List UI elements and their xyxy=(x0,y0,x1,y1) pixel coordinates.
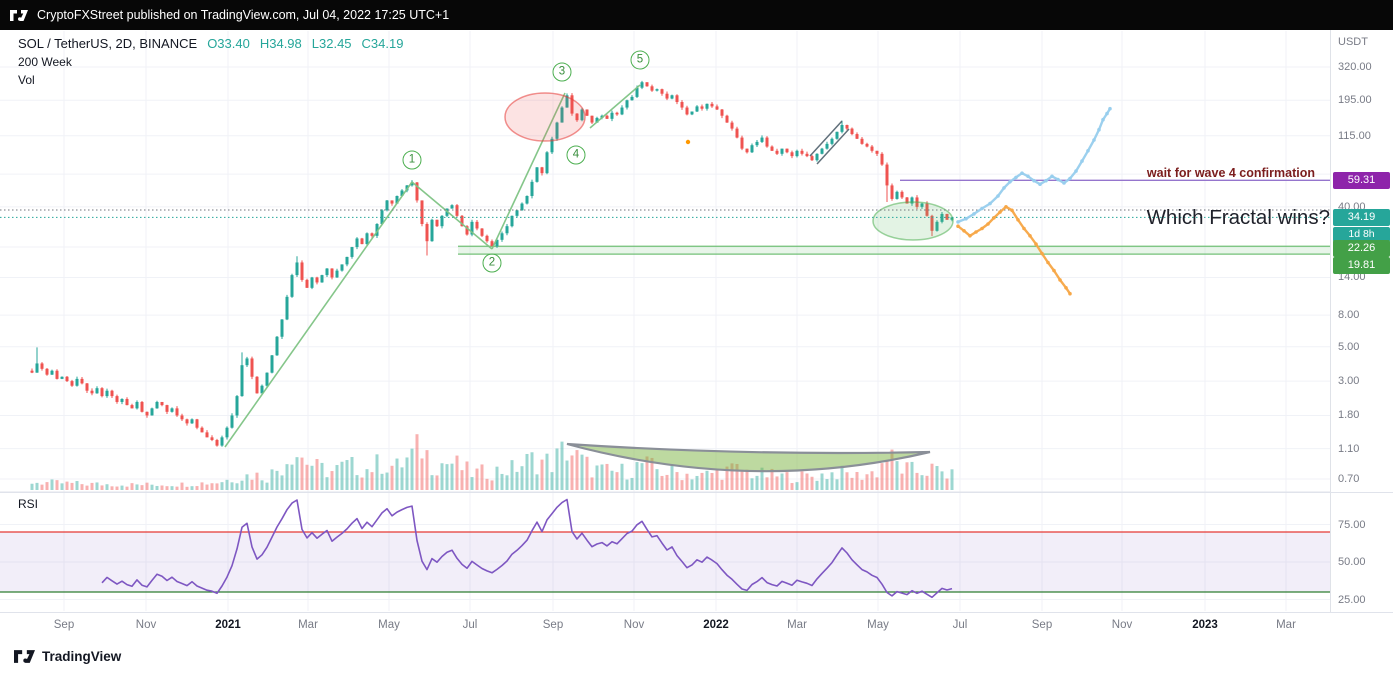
price-tick: 320.00 xyxy=(1338,60,1372,73)
symbol-title[interactable]: SOL / TetherUS, 2D, BINANCE xyxy=(18,36,198,51)
price-tick: 1.10 xyxy=(1338,442,1360,455)
ohlc-high: H34.98 xyxy=(259,36,302,51)
time-axis-year-label: 2023 xyxy=(1192,619,1218,631)
tradingview-logo-icon[interactable] xyxy=(14,650,35,663)
elliott-wave-label-5: 5 xyxy=(630,50,650,70)
indicator-200-week-label[interactable]: 200 Week xyxy=(18,55,72,69)
tradingview-icon xyxy=(10,9,28,21)
time-axis[interactable]: Sep Nov 2021 Mar May Jul Sep Nov 2022 Mar May Jul Se… xyxy=(0,612,1393,640)
time-axis-month-label: May xyxy=(378,619,400,631)
ohlc-close: C34.19 xyxy=(361,36,404,51)
elliott-wave-label-4: 4 xyxy=(566,145,586,165)
time-axis-month-label: Nov xyxy=(1111,619,1133,631)
price-axis[interactable]: USDT 320.00 195.00 115.00 40.00 14.00 8.00 5.0… xyxy=(1330,30,1393,612)
time-axis-month-label: Nov xyxy=(135,619,157,631)
price-tick: 5.00 xyxy=(1338,340,1360,353)
price-tick: 195.00 xyxy=(1338,94,1372,107)
countdown-badge: 1d 8h xyxy=(1333,226,1390,242)
rsi-tick: 75.00 xyxy=(1338,518,1366,531)
tradingview-wordmark[interactable]: TradingView xyxy=(42,649,122,664)
price-badge: 59.31 xyxy=(1333,171,1390,189)
axis-currency-label: USDT xyxy=(1338,36,1368,48)
price-badge: 19.81 xyxy=(1333,256,1390,274)
price-tick: 14.00 xyxy=(1338,271,1366,284)
price-badge: 34.19 xyxy=(1333,208,1390,226)
time-axis-month-label: Mar xyxy=(787,619,807,631)
attribution-bar: CryptoFXStreet published on TradingView.… xyxy=(0,0,1393,30)
chart-legend: SOL / TetherUS, 2D, BINANCE O33.40 H34.9… xyxy=(18,36,403,87)
elliott-wave-label-2: 2 xyxy=(482,253,502,273)
time-axis-month-label: Jul xyxy=(462,619,478,631)
time-axis-year-label: 2021 xyxy=(215,619,241,631)
price-tick: 1.80 xyxy=(1338,409,1360,422)
rsi-tick: 25.00 xyxy=(1338,593,1366,606)
fractal-question-annotation: Which Fractal wins? xyxy=(1146,206,1330,229)
volume-indicator-label[interactable]: Vol xyxy=(18,73,35,87)
time-axis-month-label: Mar xyxy=(298,619,318,631)
time-axis-month-label: Sep xyxy=(1031,619,1053,631)
time-axis-month-label: Sep xyxy=(542,619,564,631)
ohlc-open: O33.40 xyxy=(207,36,250,51)
time-axis-month-label: May xyxy=(867,619,889,631)
attribution-link[interactable]: CryptoFXStreet published on TradingView.… xyxy=(37,8,450,22)
rsi-tick: 50.00 xyxy=(1338,556,1366,568)
pane-separator xyxy=(0,492,1393,493)
price-tick: 3.00 xyxy=(1338,375,1360,388)
footer-bar: TradingView xyxy=(0,640,1393,673)
chart-canvas[interactable] xyxy=(0,0,1330,612)
price-badge: 22.26 xyxy=(1333,239,1390,257)
time-axis-month-label: Sep xyxy=(53,619,75,631)
price-tick: 8.00 xyxy=(1338,309,1360,322)
ohlc-low: L32.45 xyxy=(311,36,352,51)
wave4-annotation: wait for wave 4 confirmation xyxy=(1146,166,1315,180)
rsi-indicator-label[interactable]: RSI xyxy=(18,497,39,511)
time-axis-month-label: Mar xyxy=(1276,619,1296,631)
time-axis-month-label: Nov xyxy=(623,619,645,631)
elliott-wave-label-3: 3 xyxy=(552,62,572,82)
time-axis-year-label: 2022 xyxy=(703,619,729,631)
time-axis-month-label: Jul xyxy=(952,619,968,631)
elliott-wave-label-1: 1 xyxy=(402,150,422,170)
price-tick: 115.00 xyxy=(1338,129,1371,142)
price-tick: 0.70 xyxy=(1338,472,1360,485)
